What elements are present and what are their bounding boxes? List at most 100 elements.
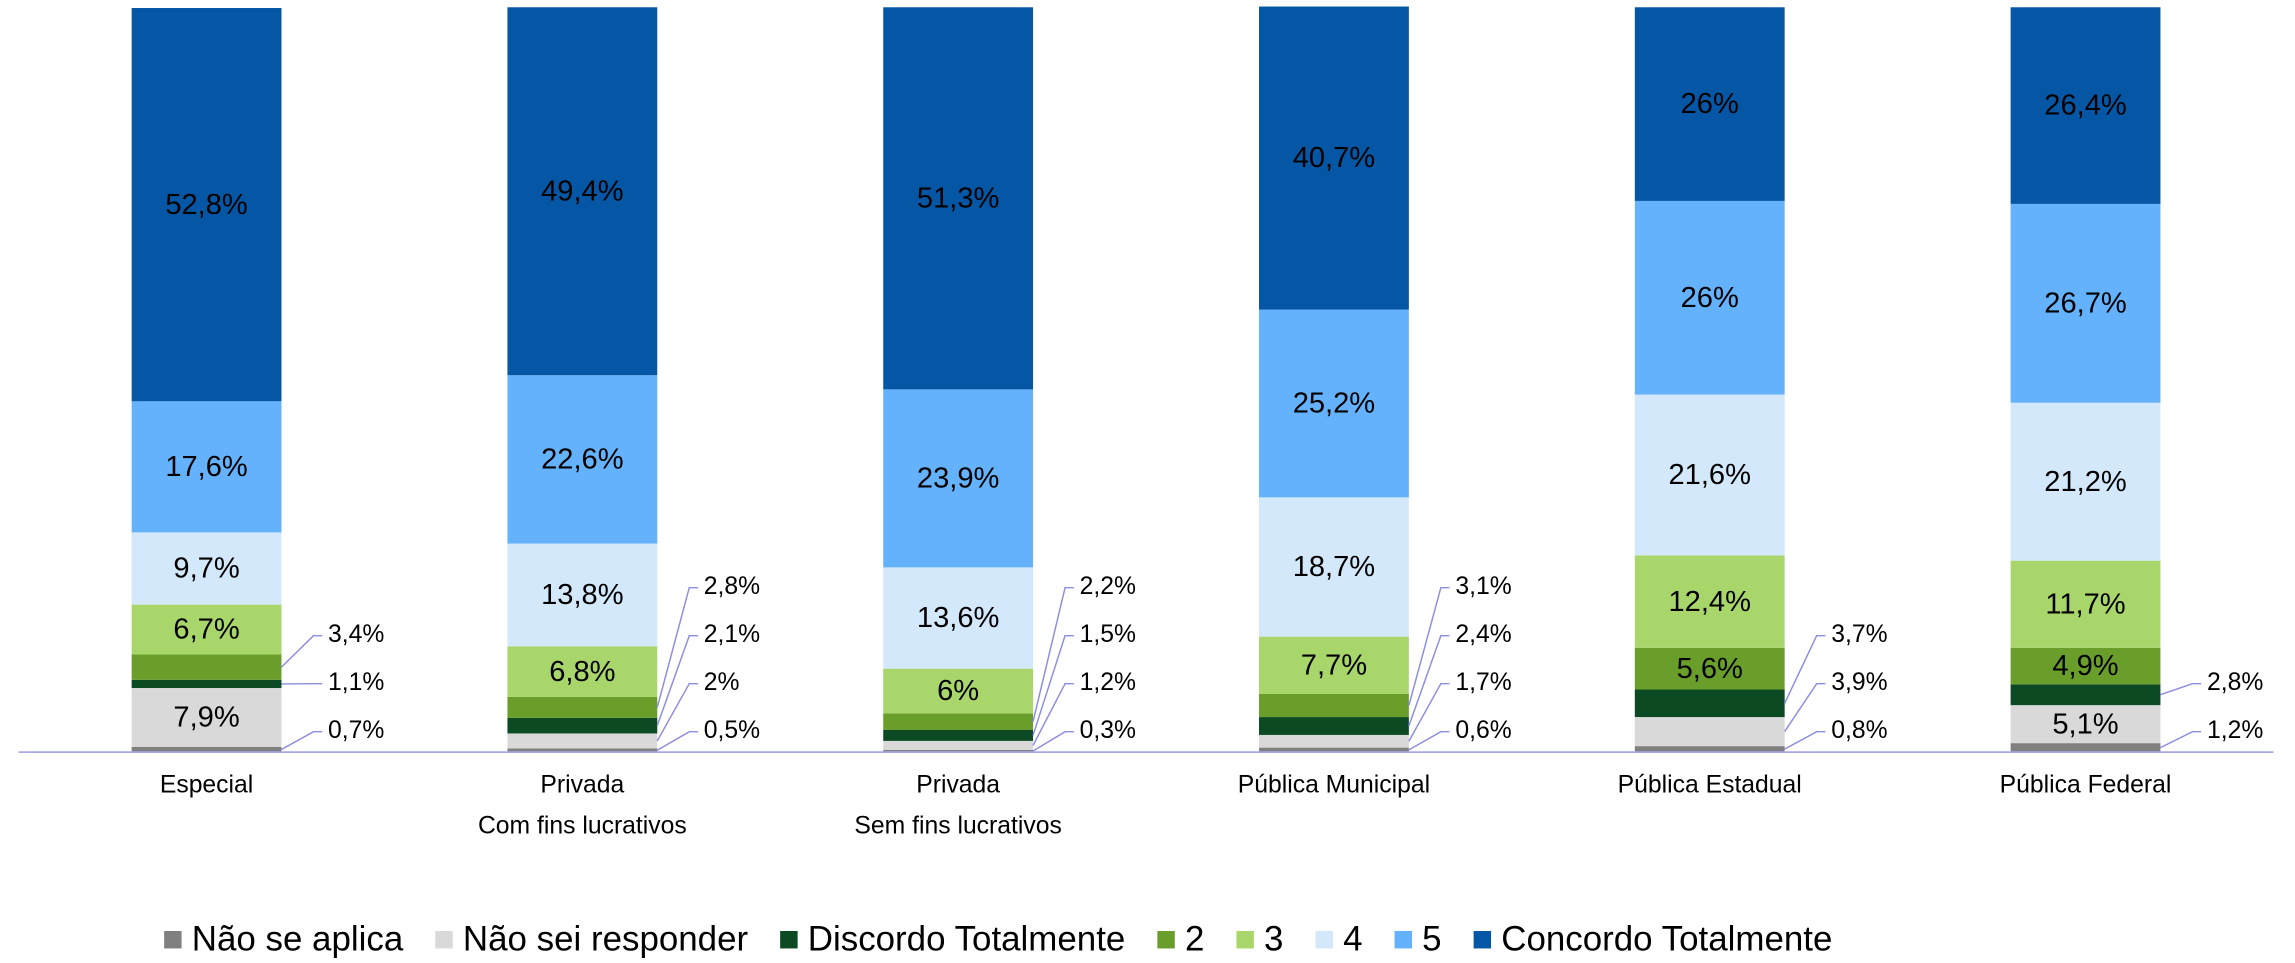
data-label: 51,3% [917,182,999,214]
data-label: 3,4% [328,621,384,648]
legend-label: 2 [1185,919,1204,958]
legend-label: 5 [1422,919,1441,958]
data-label: 9,7% [173,553,239,585]
bar-segment [131,401,282,533]
data-label: 2% [704,669,740,696]
data-label: 17,6% [165,451,247,483]
data-label: 26% [1681,282,1739,314]
data-label: 0,5% [704,717,760,744]
bar-segment [1634,200,1785,395]
bar-segment [507,543,658,647]
data-label: 12,4% [1669,586,1751,618]
x-tick-label: Pública Municipal [1238,771,1430,798]
data-label: 1,2% [2207,717,2263,744]
bar-segment [1259,309,1409,498]
data-label: 22,6% [541,444,623,476]
bar-segment [1634,689,1785,718]
data-label: 0,6% [1455,717,1511,744]
leader-line [1032,730,1074,752]
bar-segment [2010,647,2161,685]
data-label: 25,2% [1293,388,1375,420]
bar-segment [1259,717,1409,735]
leader-line [1408,586,1450,706]
data-label: 3,7% [1831,621,1887,648]
leader-line [1408,682,1450,742]
data-label: 1,2% [1080,669,1136,696]
bar-segment [507,696,658,718]
legend-label: Não sei responder [463,919,749,958]
data-label: 23,9% [917,463,999,495]
bar-segment [883,740,1034,750]
bar-segment [131,654,282,680]
bar-segment [2010,743,2161,753]
x-tick-label-line: Pública Federal [2000,771,2172,798]
bar-segment [1634,555,1785,648]
bar-segment [1259,747,1409,753]
bar-segment [883,729,1034,741]
data-label: 11,7% [2045,588,2125,620]
bar-segment [2010,203,2161,403]
bar-segment [1634,746,1785,753]
data-label: 18,7% [1293,551,1375,583]
bar-segment [131,8,282,402]
data-label: 6,8% [549,656,615,688]
leader-line [1784,730,1826,750]
legend-marker [780,930,798,949]
leader-line [1032,634,1074,736]
legend-label: Discordo Totalmente [808,919,1126,958]
data-label: 5,6% [1677,653,1743,685]
bar-segment [507,748,658,753]
leader-line [1032,586,1074,722]
legend-marker [1157,930,1175,949]
data-label: 49,4% [541,175,623,207]
data-label: 13,6% [917,602,999,634]
leader-line [280,634,323,668]
data-label: 7,7% [1301,649,1367,681]
legend-label: Não se aplica [192,919,404,958]
bar-segment [1259,734,1409,748]
x-tick-label: Especial [160,771,253,798]
data-label: 2,8% [704,573,760,600]
bar-segment [1634,394,1785,556]
data-label: 3,9% [1831,669,1887,696]
bar-segment [131,688,282,747]
bar-segment [2010,7,2161,204]
legend-label: 3 [1264,919,1283,958]
data-label: 26,4% [2044,90,2126,122]
data-label: 6,7% [173,614,239,646]
data-label: 13,8% [541,579,623,611]
bar-segment [2010,684,2161,706]
leader-line [2160,730,2202,749]
x-tick-label: Privada Sem fins lucrativos [854,771,1061,839]
bar-segment [1259,497,1409,637]
data-label: 4,9% [2052,650,2118,682]
data-label: 2,1% [704,621,760,648]
x-tick-label-line: Especial [160,771,253,798]
bar-segment [131,679,282,689]
bar-segment [1634,7,1785,201]
x-tick-label-line: Privada [916,771,1000,798]
data-label: 0,7% [328,717,384,744]
bar-segment [883,389,1034,568]
leader-line [656,682,699,742]
bar-segment [131,532,282,605]
data-label: 1,7% [1455,669,1511,696]
leader-line [1783,634,1826,704]
leader-line [2160,682,2202,696]
bar-segment [883,668,1034,714]
legend-marker [1315,930,1333,949]
legend-label: Concordo Totalmente [1501,919,1832,958]
bar-segment [2010,705,2161,744]
data-label: 5,1% [2052,708,2118,740]
data-label: 21,6% [1669,459,1751,491]
leader-line [1408,730,1450,751]
data-label: 21,2% [2044,466,2126,498]
data-label: 1,5% [1080,621,1136,648]
bar-segment [507,375,658,544]
bar-segment [883,713,1034,730]
data-label: 3,1% [1455,573,1511,600]
data-label: 52,8% [165,189,247,221]
data-label: 2,8% [2207,669,2263,696]
bar-segment [883,749,1034,753]
bar-segment [507,733,658,749]
